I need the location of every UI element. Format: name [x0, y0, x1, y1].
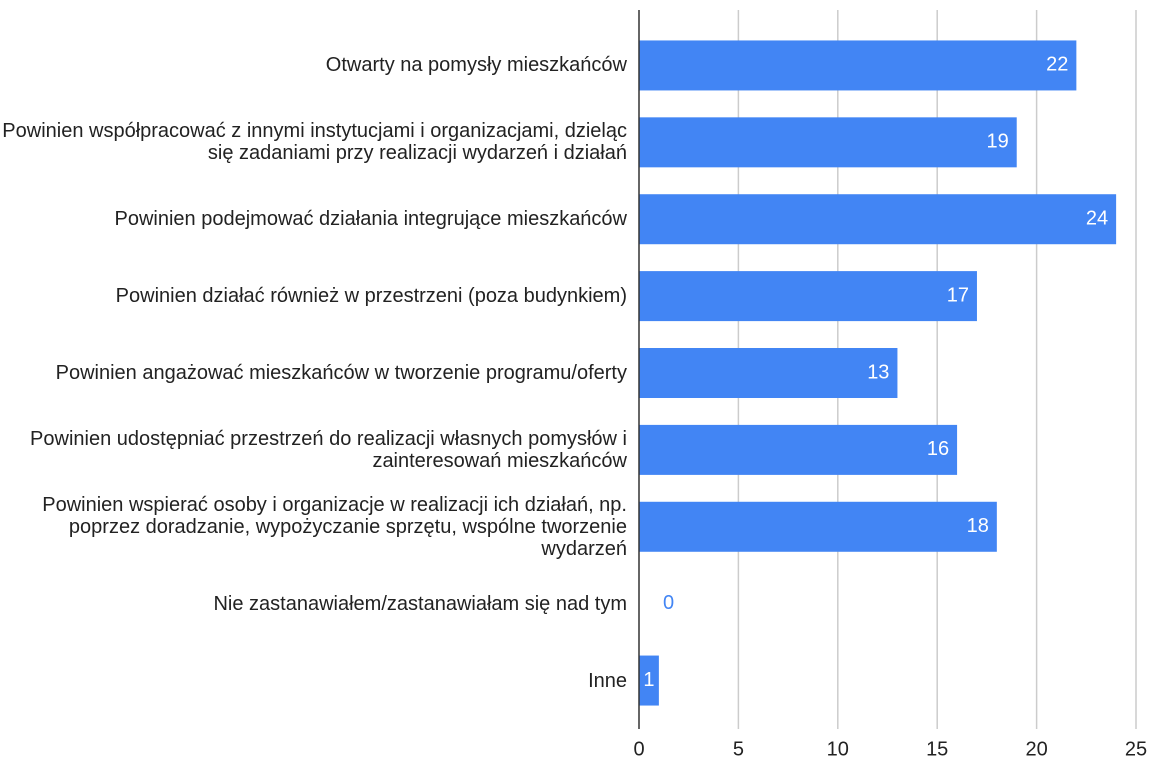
value-label: 16 [927, 438, 949, 460]
x-tick-label: 15 [926, 738, 948, 760]
value-label: 17 [947, 284, 969, 306]
value-label: 13 [867, 361, 889, 383]
value-label: 1 [643, 669, 654, 691]
y-tick-label: Powinien podejmować działania integrując… [114, 208, 628, 231]
y-tick-label: Inne [588, 669, 627, 692]
y-tick-label: Nie zastanawiałem/zastanawiałam się nad … [213, 592, 627, 615]
bar [639, 655, 659, 706]
value-label: 18 [967, 515, 989, 537]
value-label: 24 [1086, 208, 1108, 230]
value-label: 0 [663, 592, 674, 614]
y-tick-label: Powinien współpracować z innymi instytuc… [2, 120, 627, 165]
x-tick-label: 10 [827, 738, 849, 760]
y-tick-label: Powinien udostępniać przestrzeń do reali… [30, 427, 627, 472]
x-tick-label: 5 [733, 738, 744, 760]
y-tick-label: Powinien działać również w przestrzeni (… [115, 285, 627, 308]
bar [639, 40, 1077, 91]
bar [639, 501, 997, 552]
bar [639, 271, 977, 322]
y-tick-label: Powinien angażować mieszkańców w tworzen… [55, 361, 627, 384]
bar [639, 348, 898, 398]
x-tick-label: 20 [1025, 738, 1047, 760]
x-tick-label: 0 [633, 738, 644, 760]
value-label: 19 [986, 131, 1008, 153]
bar [639, 424, 958, 475]
value-label: 22 [1046, 54, 1068, 76]
bar [639, 117, 1017, 168]
y-tick-label: Otwarty na pomysły mieszkańców [325, 54, 627, 77]
y-tick-label: Powinien wspierać osoby i organizacje w … [42, 493, 627, 560]
bar [639, 194, 1117, 245]
x-tick-label: 25 [1125, 738, 1147, 760]
